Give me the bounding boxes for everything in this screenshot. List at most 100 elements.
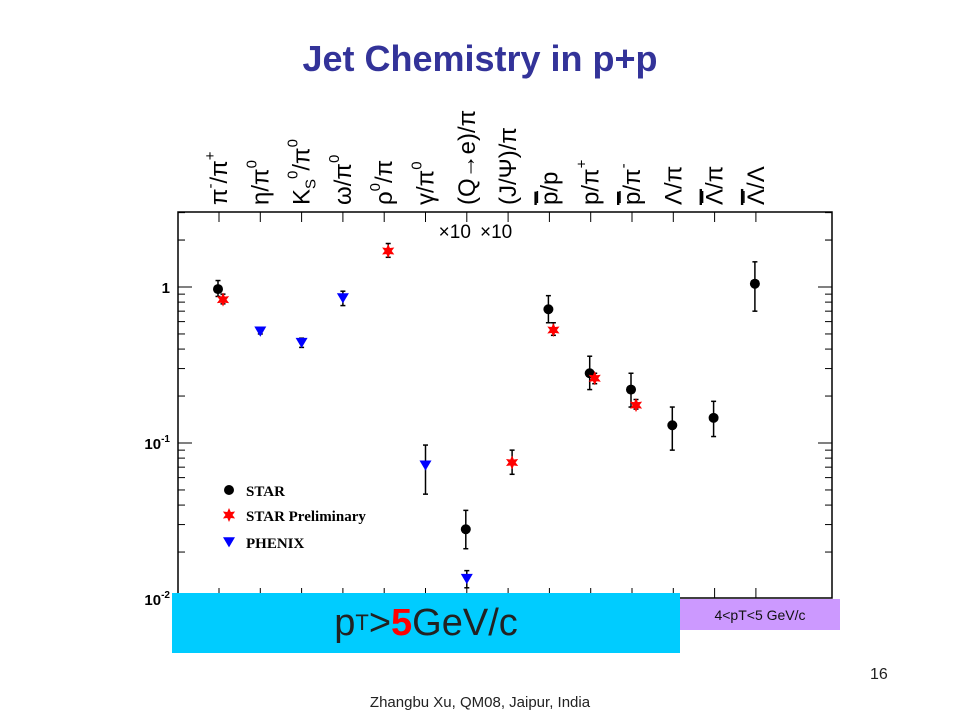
pt-sub: T	[355, 610, 369, 635]
label-numerator: K	[289, 189, 316, 205]
data-point	[749, 261, 760, 312]
label-denominator: /π	[206, 160, 233, 183]
pt-value: 5	[391, 601, 413, 644]
y-tick-exp: -2	[161, 590, 170, 601]
category-label: p/π+	[574, 159, 605, 205]
label-denominator: /π	[702, 166, 729, 189]
label-numerator: p	[578, 192, 605, 205]
data-point	[419, 444, 432, 495]
data-point	[254, 326, 267, 337]
data-point	[295, 337, 308, 349]
y-tick-base: 10	[144, 592, 161, 609]
legend: STAR STAR Preliminary PHENIX	[222, 484, 366, 552]
category-label: Λ/π	[660, 166, 687, 205]
label-den-sup: 0	[285, 139, 302, 147]
y-tick-base: 1	[162, 280, 170, 297]
category-label: γ/π0	[409, 161, 440, 205]
label-numerator: (J/Ψ)	[495, 150, 522, 205]
label-den-sup: 0	[409, 161, 426, 169]
scale-annotation: ×10	[480, 222, 512, 243]
annotations: ×10 ×10	[439, 222, 513, 243]
category-label: ρ0/π	[367, 160, 398, 205]
marker-circle	[213, 284, 223, 295]
label-numerator: (Q→e)	[454, 133, 481, 205]
label-numerator: γ	[413, 193, 440, 205]
data-point	[543, 294, 554, 324]
data-point	[506, 449, 519, 476]
category-label: Λ/π	[702, 166, 729, 205]
label-num-sup: 0	[367, 183, 384, 191]
category-label: π-/π+	[202, 151, 233, 205]
label-denominator: /π	[578, 168, 605, 191]
label-num-sub: S	[303, 179, 320, 189]
marker-circle	[460, 524, 471, 535]
data-point	[216, 292, 230, 307]
category-label: ω/π0	[326, 155, 357, 205]
label-num-sup: -	[202, 183, 219, 188]
data-point	[626, 372, 636, 408]
category-label: (J/Ψ)/π	[495, 127, 522, 205]
legend-label: STAR Preliminary	[246, 509, 366, 525]
slide-title: Jet Chemistry in p+p	[302, 38, 658, 79]
label-denominator: /π	[495, 127, 522, 150]
category-label: KS0/π0	[285, 139, 320, 205]
data-point	[629, 398, 643, 413]
marker-triangle	[460, 573, 473, 585]
label-numerator: Λ	[702, 189, 729, 205]
pt-range-label: 4<pT<5 GeV/c	[680, 599, 840, 630]
label-den-sup: -	[615, 163, 632, 168]
marker-circle	[749, 278, 760, 289]
label-denominator: /π	[619, 168, 646, 191]
marker-star	[222, 508, 236, 522]
y-tick-base: 10	[144, 436, 161, 453]
y-tick-label: 10-2	[144, 590, 170, 609]
y-tick-label: 10-1	[144, 434, 170, 453]
legend-label: PHENIX	[246, 536, 305, 552]
category-label: (Q→e)/π	[454, 110, 481, 205]
marker-circle	[667, 420, 678, 431]
legend-label: STAR	[246, 484, 285, 500]
label-denominator: /π	[454, 110, 481, 133]
pt-threshold-box: p T >5 GeV/c	[172, 593, 680, 653]
scale-annotation: ×10	[439, 222, 471, 243]
axis-ticks	[178, 212, 832, 598]
category-label: p/p	[536, 172, 563, 205]
marker-circle	[708, 412, 719, 423]
data-point	[460, 569, 473, 589]
label-numerator: p	[536, 192, 563, 205]
label-denominator: /π	[289, 147, 316, 170]
pt-unit: GeV/c	[412, 601, 518, 644]
data-point	[336, 290, 349, 307]
marker-star	[547, 323, 560, 337]
marker-triangle	[254, 326, 267, 337]
label-denominator: /Λ	[743, 166, 770, 189]
marker-circle	[626, 384, 636, 395]
label-denominator: /π	[330, 163, 357, 186]
marker-triangle	[336, 293, 349, 304]
marker-triangle	[295, 337, 308, 349]
data-point	[708, 400, 719, 438]
label-denominator: /π	[371, 160, 398, 183]
label-numerator: η	[247, 192, 274, 205]
data-point	[547, 321, 560, 337]
marker-star	[588, 371, 601, 386]
marker-triangle	[223, 537, 235, 548]
pt-prefix: p	[334, 601, 356, 644]
label-numerator: ρ	[371, 191, 398, 205]
y-tick-exp: -1	[161, 434, 170, 445]
marker-triangle	[419, 460, 432, 471]
y-tick-label: 1	[162, 280, 170, 297]
marker-circle	[543, 304, 554, 315]
label-numerator: Λ	[660, 189, 687, 205]
label-numerator: Λ	[743, 189, 770, 205]
label-denominator: /π	[247, 168, 274, 191]
marker-star	[629, 398, 643, 413]
marker-circle	[224, 485, 234, 495]
label-den-sup: +	[202, 151, 219, 160]
marker-star	[506, 455, 519, 470]
data-point	[588, 371, 601, 386]
data-point	[460, 509, 471, 550]
label-denominator: /p	[536, 172, 563, 192]
label-num-sup: 0	[285, 171, 302, 179]
